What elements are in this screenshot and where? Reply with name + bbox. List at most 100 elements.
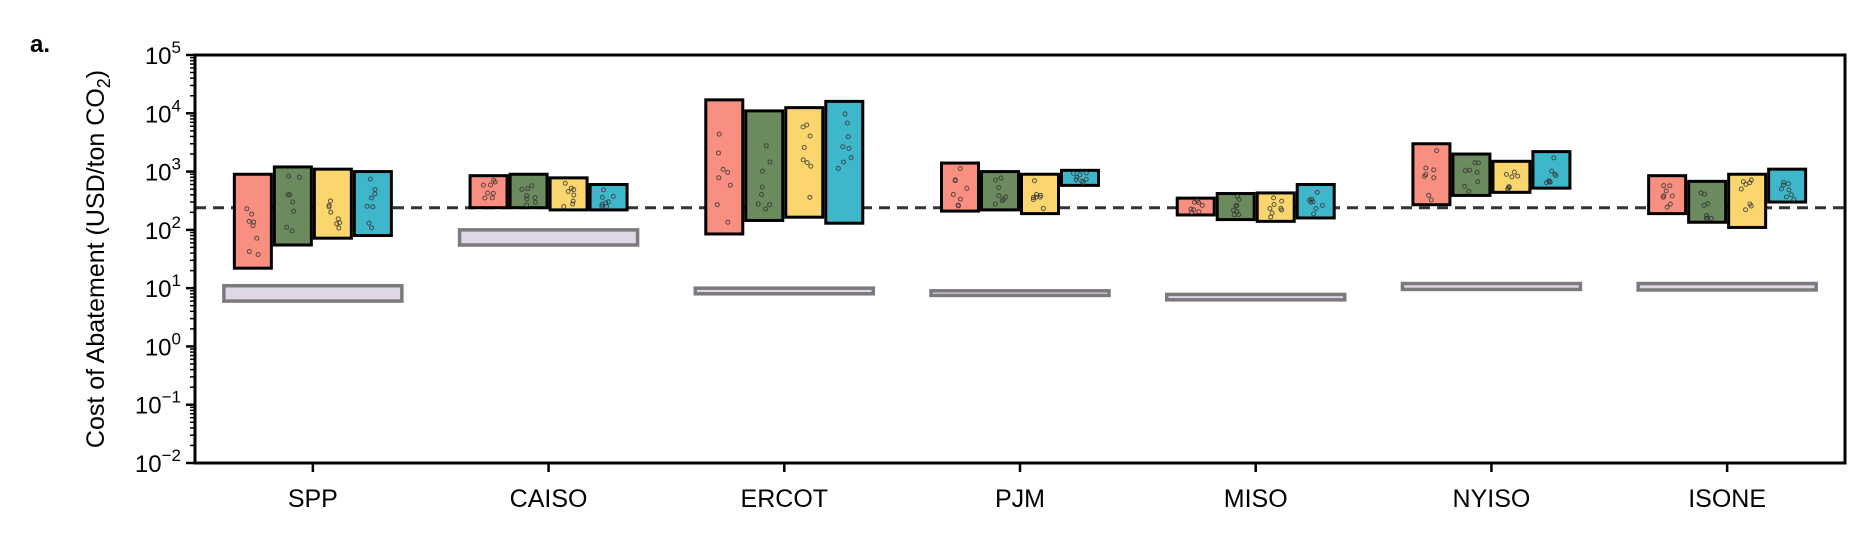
sample-dot (482, 195, 488, 201)
sample-dot (955, 203, 961, 209)
sample-dot (800, 157, 806, 163)
sample-dot (286, 173, 292, 179)
sample-dot (1661, 183, 1667, 189)
sample-dot (1428, 197, 1434, 203)
sample-dot (1705, 201, 1711, 207)
range-bar (312, 167, 353, 240)
sample-dot (489, 195, 495, 201)
sample-dot (610, 193, 616, 199)
range-bar (272, 165, 313, 247)
sample-dot (716, 175, 722, 181)
sample-dot (755, 201, 761, 207)
sample-dot (480, 182, 486, 188)
sample-dot (326, 202, 332, 208)
benchmark-bar (222, 283, 404, 303)
benchmark-bar (1636, 281, 1818, 292)
sample-dot (1073, 177, 1079, 183)
sample-dot (1199, 202, 1205, 208)
sample-dot (1033, 194, 1039, 200)
sample-dot (1461, 183, 1467, 189)
sample-dot (808, 163, 814, 169)
sample-dot (532, 200, 538, 206)
sample-dot (1748, 203, 1754, 209)
x-tick-label: PJM (995, 485, 1045, 513)
sample-dot (525, 186, 531, 192)
sample-dot (1466, 188, 1472, 194)
sample-dot (605, 199, 611, 205)
sample-dot (1030, 197, 1036, 203)
sample-dot (1271, 202, 1277, 208)
sample-dot (727, 182, 733, 188)
sample-dot (1506, 185, 1512, 191)
sample-dot (367, 176, 373, 182)
sample-dot (601, 187, 607, 193)
sample-dot (1308, 199, 1314, 205)
sample-dot (1515, 173, 1521, 179)
sample-dot (1667, 183, 1673, 189)
sample-dot (1780, 182, 1786, 188)
sample-dot (524, 196, 530, 202)
sample-dot (1551, 155, 1557, 161)
sample-dot (807, 194, 813, 200)
sample-dot (1549, 168, 1555, 174)
sample-dot (366, 220, 372, 226)
sample-dot (1738, 186, 1744, 192)
sample-dot (1314, 189, 1320, 195)
sample-dot (246, 249, 252, 255)
sample-dot (249, 211, 255, 217)
sample-dot (1702, 191, 1708, 197)
sample-dot (1236, 196, 1242, 202)
sample-dot (1083, 176, 1089, 182)
range-bar (1411, 142, 1452, 207)
sample-dot (1267, 206, 1273, 212)
sample-dot (1781, 179, 1787, 185)
sample-dot (284, 224, 290, 230)
benchmark-bar (1164, 292, 1347, 302)
sample-dot (1434, 148, 1440, 154)
sample-dot (1079, 178, 1085, 184)
sample-dot (1740, 179, 1746, 185)
sample-dot (1509, 174, 1515, 180)
sample-dot (1708, 215, 1714, 221)
sample-dot (287, 192, 293, 198)
sample-dot (524, 202, 530, 208)
sample-dot (368, 195, 374, 201)
sample-dot (1191, 207, 1197, 213)
sample-dot (1310, 199, 1316, 205)
sample-dot (1278, 205, 1284, 211)
sample-dot (562, 180, 568, 186)
range-bar (1647, 174, 1688, 216)
benchmark-bar (457, 228, 640, 247)
sample-dot (1778, 186, 1784, 192)
range-bar (1687, 179, 1728, 224)
x-tick-label: MISO (1224, 485, 1288, 513)
sample-dot (369, 225, 375, 231)
sample-dot (570, 201, 576, 207)
sample-dot (1791, 196, 1797, 202)
sample-dot (328, 209, 334, 215)
sample-dot (759, 184, 765, 190)
y-tick-label: 100 (145, 329, 181, 361)
sample-dot (1503, 171, 1509, 177)
sample-dot (1231, 212, 1237, 218)
sample-dot (296, 174, 302, 180)
sample-dot (759, 192, 765, 198)
range-bar (1295, 183, 1336, 220)
sample-dot (840, 144, 846, 150)
sample-dot (1031, 178, 1037, 184)
sample-dot (800, 124, 806, 130)
sample-dot (529, 183, 535, 189)
sample-dot (952, 177, 958, 183)
sample-dot (599, 194, 605, 200)
sample-dot (998, 175, 1004, 181)
sample-dot (835, 165, 841, 171)
sample-dot (714, 202, 720, 208)
range-bar (1175, 196, 1216, 217)
sample-dot (1233, 203, 1239, 209)
sample-dot (1421, 173, 1427, 179)
range-bar (352, 170, 393, 238)
sample-dot (801, 145, 807, 151)
sample-dot (364, 203, 370, 209)
sample-dot (1783, 194, 1789, 200)
sample-dot (1319, 203, 1325, 209)
